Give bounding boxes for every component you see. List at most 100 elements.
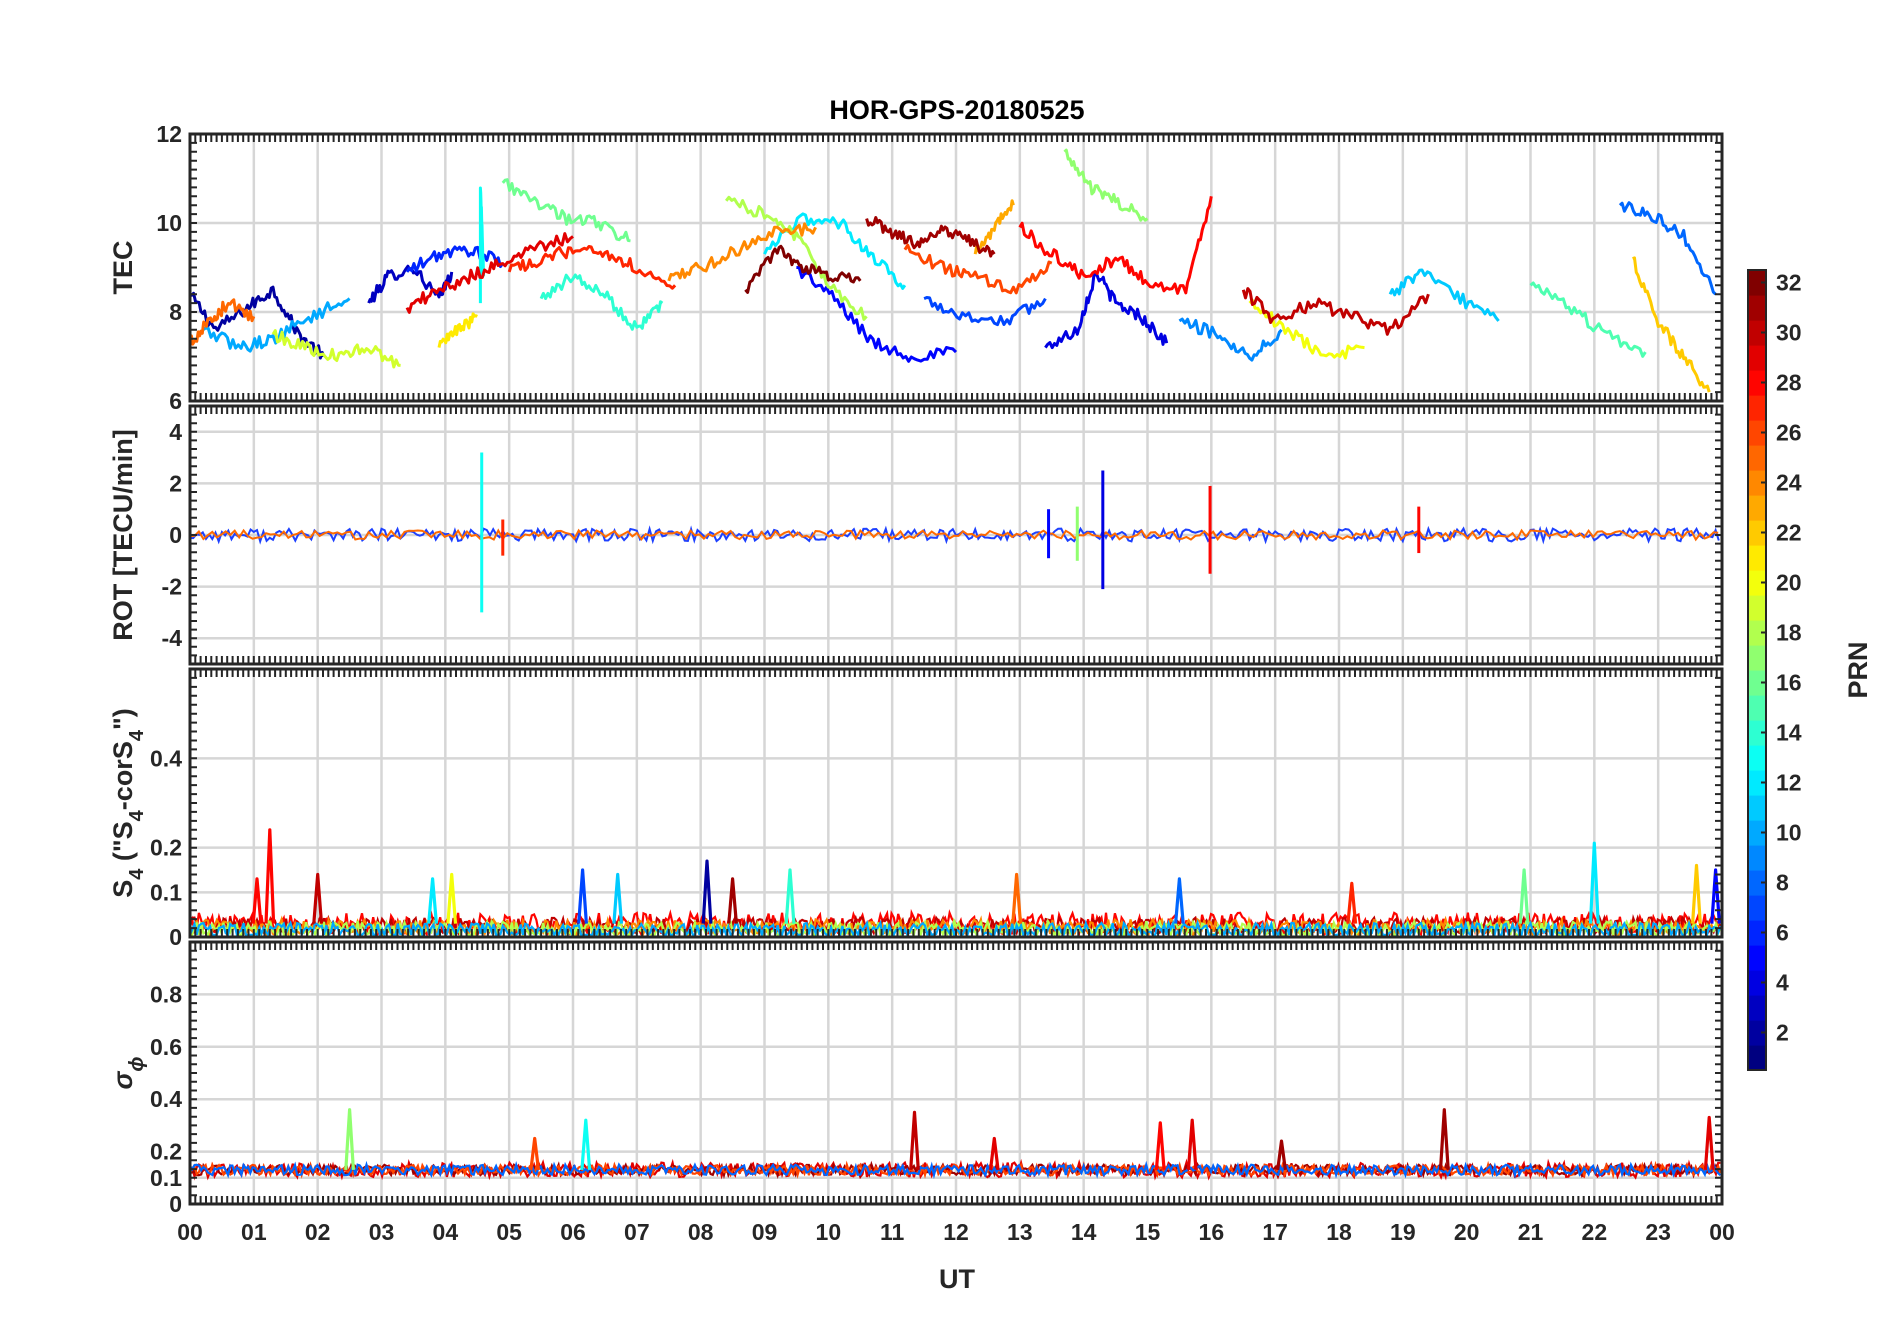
colorbar-tick-label: 16 [1776, 670, 1802, 696]
chart-title: HOR-GPS-20180525 [829, 95, 1084, 125]
x-tick-label: 18 [1326, 1219, 1352, 1245]
tec-trace-prn-23 [973, 199, 1015, 255]
tec-trace-prn-8 [1618, 201, 1717, 296]
y-tick-label: 0.4 [150, 745, 182, 771]
data-sigma_phi [190, 1108, 1722, 1181]
s4-spike-prn-5 [1710, 868, 1721, 924]
x-minor-ticks [189, 406, 1723, 664]
y-tick-label: -2 [162, 574, 182, 600]
x-tick-label: 19 [1390, 1219, 1416, 1245]
y-tick-label: 0.2 [150, 835, 182, 861]
colorbar-segment [1748, 920, 1766, 946]
data-tec [190, 148, 1717, 393]
x-tick-label: 00 [1709, 1219, 1735, 1245]
x-tick-label: 06 [560, 1219, 586, 1245]
tec-trace-prn-30 [1241, 287, 1430, 336]
colorbar-segment [1748, 270, 1766, 296]
tec-trace-prn-24 [667, 222, 817, 282]
y-minor-ticks [190, 405, 1722, 665]
x-tick-label: 10 [816, 1219, 842, 1245]
colorbar-segment [1748, 295, 1766, 321]
x-tick-label: 00 [177, 1219, 203, 1245]
colorbar-tick-label: 32 [1776, 270, 1802, 296]
colorbar-segment [1748, 395, 1766, 421]
colorbar-segment [1748, 720, 1766, 746]
colorbar-segment [1748, 495, 1766, 521]
colorbar-segment [1748, 645, 1766, 671]
colorbar-segment [1748, 670, 1766, 696]
colorbar-segment [1748, 320, 1766, 346]
s4-spike-prn-8 [1174, 877, 1185, 924]
x-tick-label: 02 [305, 1219, 331, 1245]
x-tick-label: 04 [433, 1219, 459, 1245]
colorbar-segment [1748, 695, 1766, 721]
x-tick-label: 23 [1645, 1219, 1671, 1245]
y-axis-label: σϕ [108, 1056, 148, 1089]
colorbar-segment [1748, 770, 1766, 796]
y-tick-label: 0.1 [150, 879, 182, 905]
tec-trace-prn-26 [903, 243, 1053, 295]
tec-trace-prn-4 [1044, 271, 1169, 350]
tec-trace-prn-11 [1388, 268, 1500, 322]
s4-spike-prn-28 [264, 828, 276, 924]
y-tick-label: 0.6 [150, 1034, 182, 1060]
tec-trace-prn-6 [405, 245, 505, 273]
y-tick-label: 0.8 [150, 981, 182, 1007]
colorbar-tick-label: 10 [1776, 820, 1802, 846]
tec-trace-prn-13 [478, 186, 486, 304]
s4-spike-prn-7 [577, 868, 588, 924]
y-minor-ticks [190, 668, 1722, 938]
colorbar-segment [1748, 545, 1766, 571]
colorbar-tick-label: 12 [1776, 770, 1802, 796]
tec-trace-prn-10 [202, 297, 351, 353]
x-tick-label: 09 [752, 1219, 778, 1245]
tec-trace-prn-9 [1178, 317, 1283, 362]
s4-spike-prn-31 [727, 877, 738, 924]
tec-trace-prn-16 [501, 178, 631, 243]
colorbar-tick-label: 18 [1776, 620, 1802, 646]
colorbar-tick-label: 6 [1776, 920, 1789, 946]
sigma_phi-spike-prn-28 [1154, 1121, 1166, 1171]
tec-trace-prn-22 [1632, 256, 1711, 393]
s4-spike-prn-28 [251, 877, 263, 924]
sigma_phi-spike-prn-13 [580, 1118, 592, 1171]
y-axis-label: TEC [108, 241, 138, 295]
rot-noise-band [190, 528, 1719, 542]
y-tick-label: 6 [169, 388, 182, 414]
colorbar-tick-label: 24 [1776, 470, 1802, 496]
y-minor-ticks [190, 941, 1722, 1205]
y-tick-label: 0.4 [150, 1086, 182, 1112]
sigma_phi-spike-prn-26 [529, 1136, 541, 1171]
tec-trace-prn-28 [1018, 196, 1213, 295]
sigma_phi-spike-prn-29 [1186, 1118, 1198, 1171]
colorbar-frame [1747, 269, 1767, 1071]
x-tick-label: 03 [369, 1219, 395, 1245]
colorbar-segment [1748, 870, 1766, 896]
tec-trace-prn-32 [744, 244, 862, 294]
tec-trace-prn-25 [190, 298, 256, 346]
x-tick-label: 01 [241, 1219, 267, 1245]
tec-trace-prn-5 [796, 266, 958, 363]
panel-tec: 6 8 10 12 TEC [108, 121, 1724, 414]
s4-spike-prn-11 [612, 872, 624, 924]
s4-spike-prn-12 [1588, 841, 1600, 924]
colorbar-segment [1748, 995, 1766, 1021]
s4-spike-prn-2 [701, 859, 713, 924]
sigma_phi-noise-prn-8 [190, 1160, 1722, 1180]
rot-noise-band [190, 525, 1720, 545]
colorbar-segment [1748, 970, 1766, 996]
tec-trace-prn-7 [923, 296, 1047, 327]
colorbar-segment [1748, 820, 1766, 846]
s4-spike-prn-12 [427, 877, 438, 924]
y-tick-label: 10 [156, 210, 182, 236]
colorbar-tick-label: 4 [1776, 970, 1789, 996]
sigma_phi-spike-prn-30 [909, 1110, 920, 1171]
x-minor-ticks [189, 134, 1723, 401]
colorbar-segment [1748, 745, 1766, 771]
colorbar-segment [1748, 445, 1766, 471]
colorbar-segment [1748, 845, 1766, 871]
sigma_phi-spike-prn-17 [344, 1108, 355, 1171]
colorbar-tick-label: 8 [1776, 870, 1789, 896]
s4-spike-prn-16 [1518, 868, 1530, 924]
